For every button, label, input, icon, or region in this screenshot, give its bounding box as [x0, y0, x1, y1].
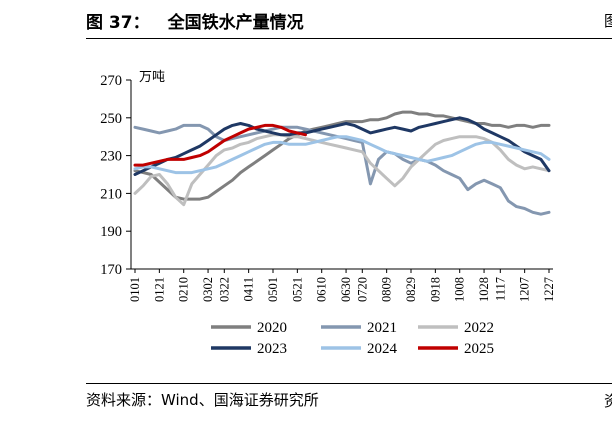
figure-number: 图 37：	[86, 13, 150, 33]
series-line-2022	[133, 133, 551, 207]
figure-title-text: 全国铁水产量情况	[167, 13, 304, 33]
x-tick-label: 0501	[266, 277, 280, 302]
y-tick-label: 190	[100, 224, 122, 240]
legend-label-2024: 2024	[367, 341, 398, 357]
x-tick-label: 1117	[493, 277, 507, 301]
x-tick-label: 0302	[201, 277, 215, 302]
series-line-2023	[133, 116, 551, 176]
y-tick-label: 170	[100, 262, 122, 278]
x-tick-label: 1008	[453, 277, 467, 302]
y-tick-label: 210	[100, 186, 122, 202]
figure-title: 图 37： 全国铁水产量情况	[86, 8, 304, 33]
y-tick-label: 270	[100, 73, 122, 89]
y-unit-label: 万吨	[139, 70, 165, 85]
legend-label-2020: 2020	[257, 320, 287, 336]
source-rule	[86, 383, 612, 384]
source-note: 资料来源：Wind、国海证券研究所	[86, 391, 319, 409]
x-tick-label: 0610	[315, 277, 329, 302]
legend-label-2022: 2022	[464, 320, 494, 336]
x-tick-label: 0121	[152, 277, 166, 302]
clipped-next-figure-label: 图	[604, 12, 612, 30]
y-tick-label: 230	[100, 149, 122, 165]
x-tick-label: 0101	[128, 277, 142, 302]
title-rule	[86, 38, 612, 39]
x-tick-label: 0411	[242, 277, 256, 302]
x-tick-label: 0210	[177, 277, 191, 302]
series-layer	[133, 110, 551, 216]
x-tick-label: 0521	[290, 277, 304, 302]
chart-axes: 170 190 210 230 250 270 万吨 0101 0121 0210 0302 0322…	[100, 70, 556, 302]
clipped-next-source-label: 资	[604, 392, 612, 410]
legend-label-2023: 2023	[257, 341, 287, 357]
series-line-2025	[133, 123, 307, 167]
x-tick-label: 0720	[355, 277, 369, 302]
chart-legend: 2020 2021 2022 2023 2024 2025	[211, 320, 494, 357]
x-tick-label: 0630	[339, 277, 353, 302]
x-tick-label: 0829	[404, 277, 418, 302]
y-tick-label: 250	[100, 111, 122, 127]
x-tick-label: 0809	[380, 277, 394, 302]
legend-label-2021: 2021	[367, 320, 397, 336]
legend-label-2025: 2025	[464, 341, 494, 357]
x-tick-label: 1028	[477, 277, 491, 302]
series-line-2024	[133, 135, 551, 175]
x-tick-label: 0322	[217, 277, 231, 302]
x-tick-label: 1207	[518, 277, 532, 302]
series-line-2020	[133, 110, 551, 201]
x-tick-label: 1227	[542, 277, 556, 302]
x-tick-label: 0918	[428, 277, 442, 302]
